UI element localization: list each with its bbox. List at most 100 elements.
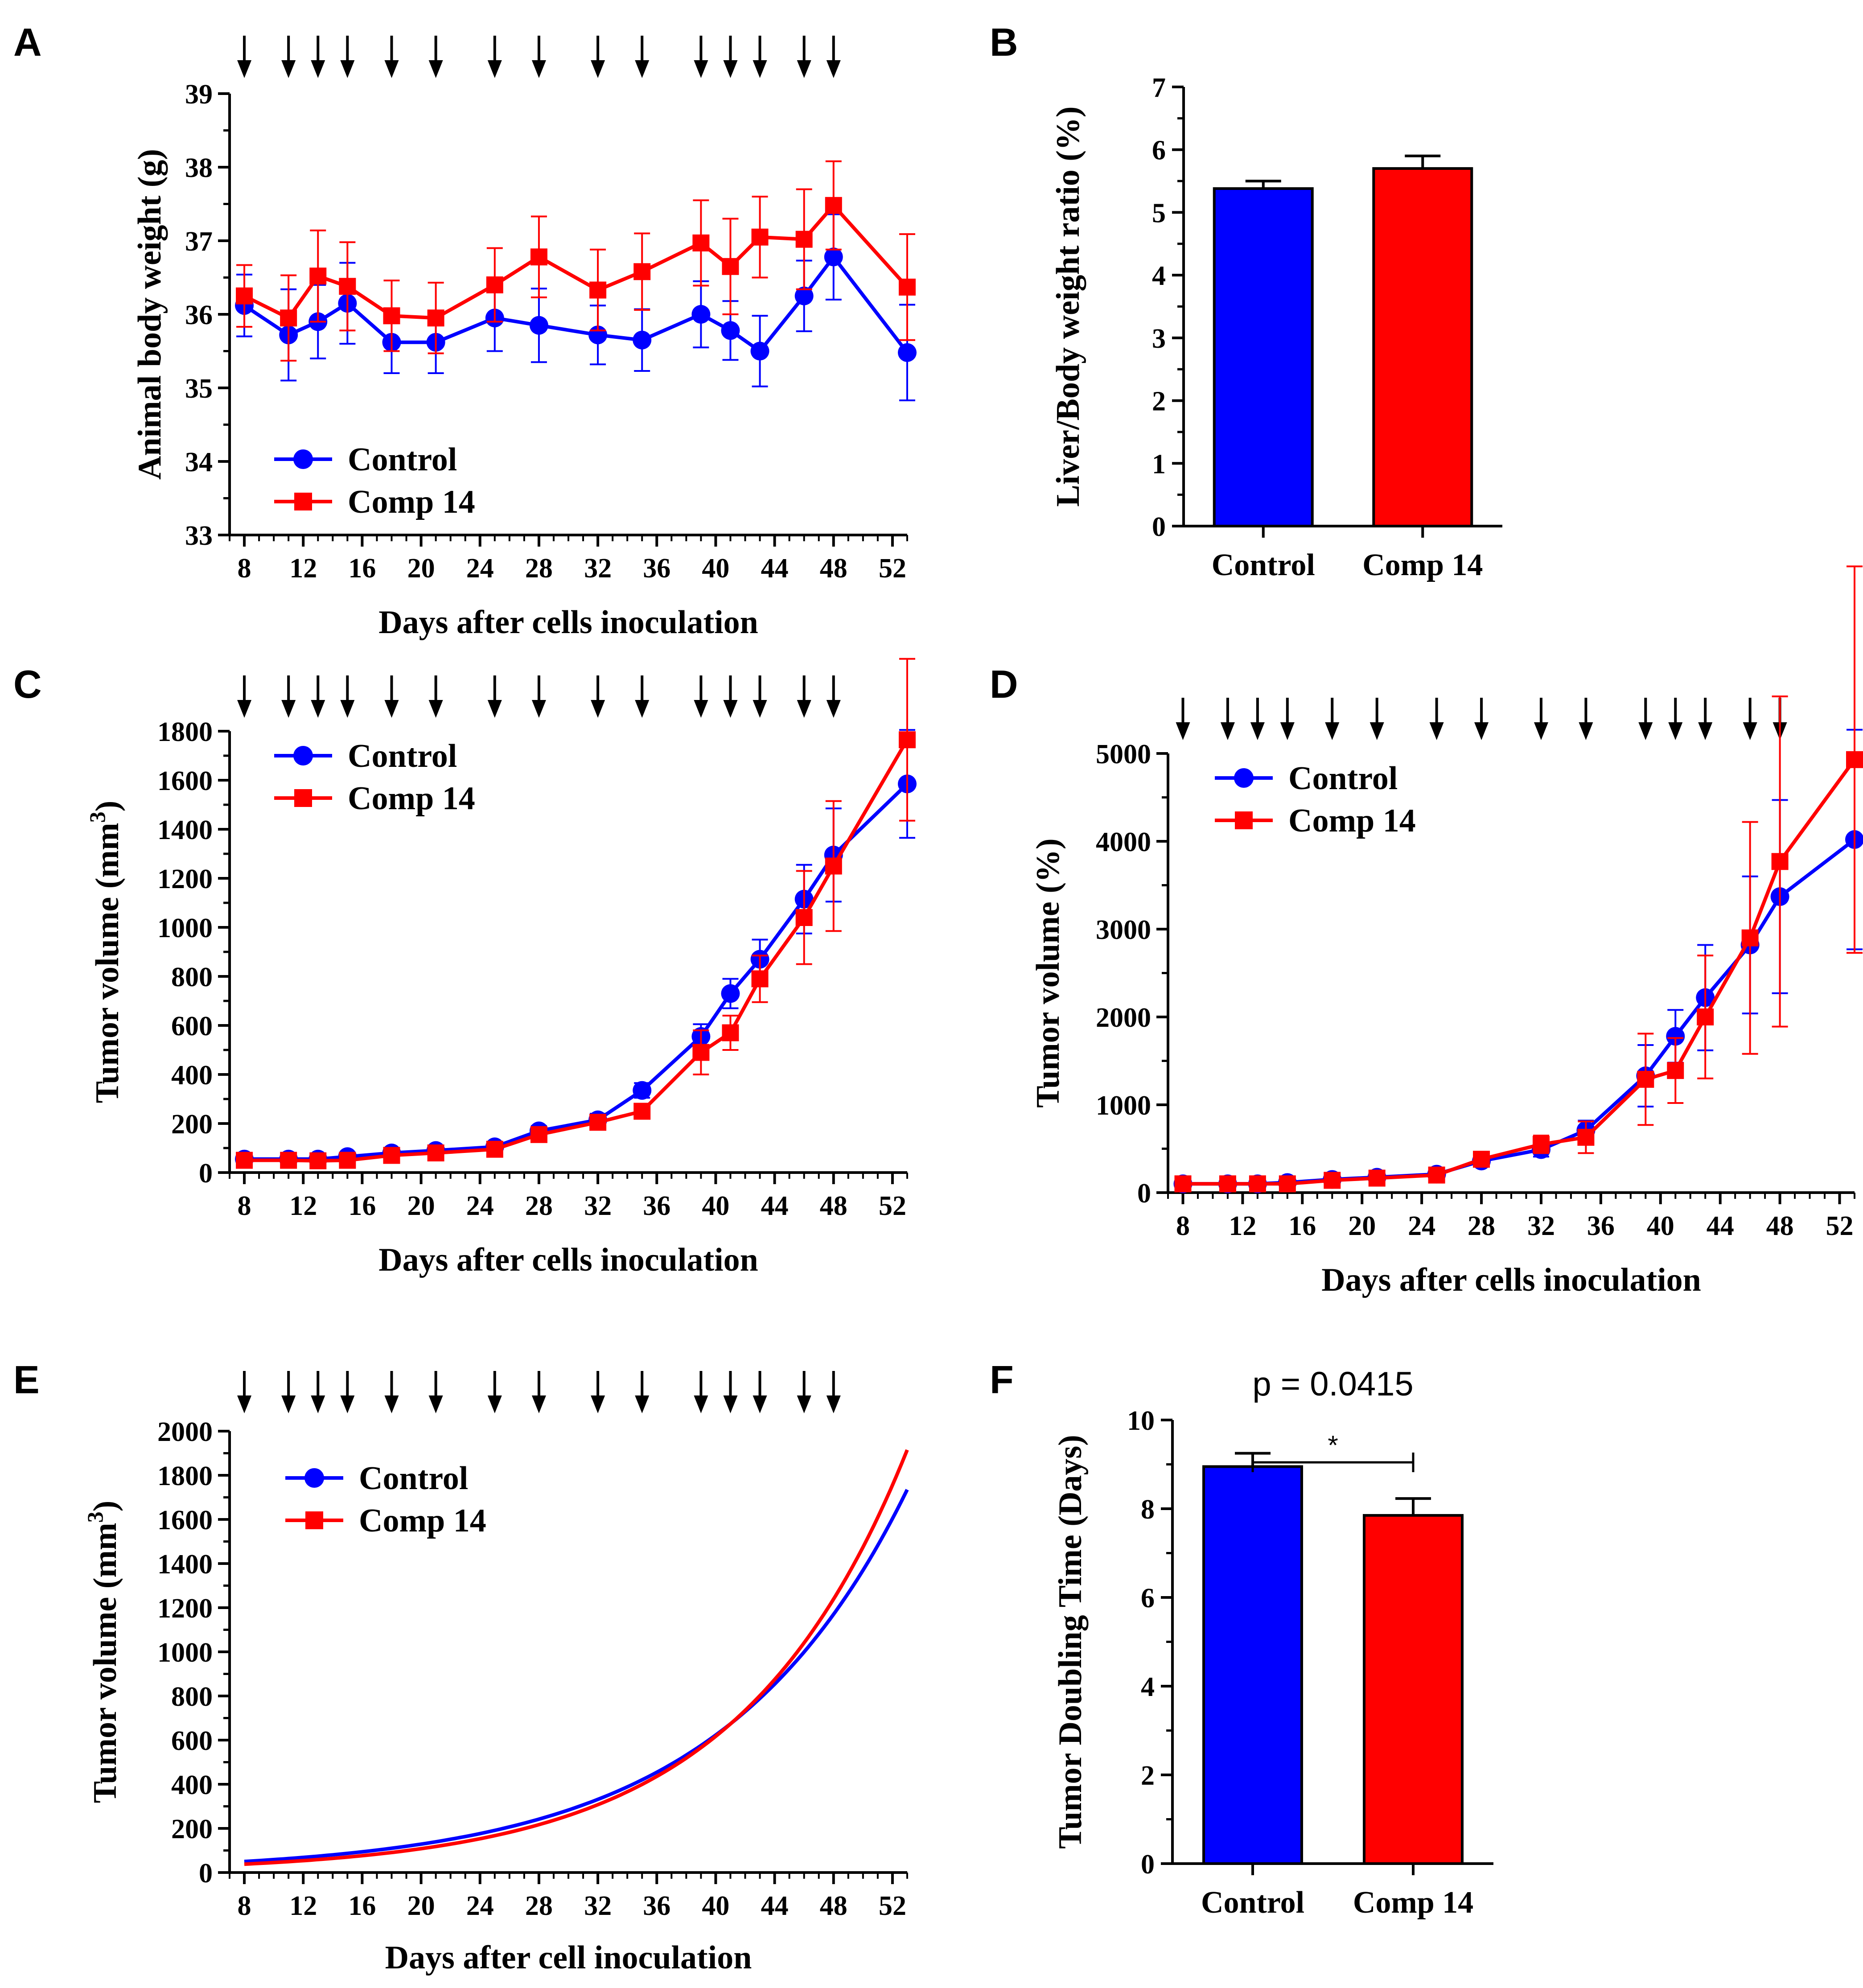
data-point-circle: [633, 330, 652, 350]
y-tick-label: 200: [171, 1109, 213, 1140]
data-point-square: [751, 228, 769, 246]
panel-f: F 0 2 4 6 8 10 Tumor Doubling Time (Days) Contro…: [990, 1358, 1493, 1920]
x-tick-label: 12: [289, 1191, 317, 1221]
data-point-square: [1428, 1166, 1445, 1184]
y-tick-label: 800: [171, 962, 213, 992]
dosing-arrow-head: [591, 60, 605, 78]
x-tick-label: 8: [1176, 1211, 1190, 1241]
series-line-comp-14: [1183, 758, 1856, 1186]
data-point-circle: [721, 984, 740, 1003]
data-point-square: [1846, 751, 1863, 768]
x-tick-label: 16: [348, 1891, 376, 1921]
dosing-arrow-head: [1220, 722, 1235, 740]
data-point-circle: [1666, 1027, 1685, 1046]
dosing-arrow-head: [591, 700, 605, 718]
dosing-arrow-head: [753, 700, 767, 718]
y-tick-label: 3000: [1096, 915, 1151, 945]
data-point-square: [339, 278, 356, 295]
data-point-square: [722, 1024, 739, 1041]
legend-entry-comp-14: Comp 14: [1288, 803, 1416, 839]
dosing-arrow-head: [1429, 722, 1444, 740]
x-tick-label: 52: [1826, 1211, 1854, 1241]
y-axis-label-text: Liver/Body weight ratio (%): [1050, 106, 1086, 506]
dosing-arrow-head: [591, 1395, 605, 1413]
data-point-square: [383, 1147, 400, 1164]
y-tick-label: 36: [185, 300, 213, 330]
data-point-square: [280, 309, 297, 327]
data-point-square: [309, 1152, 327, 1169]
bar-control: [1213, 187, 1314, 527]
y-tick-label: 1400: [157, 1549, 213, 1580]
dosing-arrow-head: [487, 700, 502, 718]
dosing-arrow-head: [694, 700, 708, 718]
data-point-square: [427, 1144, 444, 1161]
y-tick-label: 10: [1127, 1406, 1155, 1436]
data-point-circle: [824, 247, 843, 267]
y-tick-label: 1600: [157, 766, 213, 796]
data-point-square: [1741, 929, 1759, 947]
data-point-square: [1249, 1175, 1266, 1193]
dosing-arrow-head: [281, 700, 296, 718]
panel-label: F: [990, 1358, 1014, 1402]
dosing-arrow-head: [384, 1395, 399, 1413]
data-point-square: [1532, 1136, 1550, 1153]
fit-curve-comp-14: [244, 1449, 909, 1866]
y-tick-label: 600: [171, 1011, 213, 1041]
panel-b: B 0 1 2 3 4 5 6 7 Liver/Body weight ratio (%) Cont…: [990, 20, 1502, 582]
dosing-arrow-head: [531, 700, 546, 718]
legend-entry-control: Control: [1288, 760, 1398, 797]
x-tick-label: 40: [1647, 1211, 1674, 1241]
x-tick-label: 20: [1348, 1211, 1376, 1241]
x-tick-label: 48: [820, 1191, 847, 1221]
y-tick-label: 2: [1141, 1761, 1155, 1791]
y-tick-label: 0: [199, 1858, 213, 1889]
dosing-arrow-head: [1698, 722, 1713, 740]
dosing-arrow-head: [797, 1395, 811, 1413]
dosing-arrow-head: [531, 1395, 546, 1413]
x-tick-label: 32: [584, 1191, 612, 1221]
dosing-arrow-head: [694, 1395, 708, 1413]
data-point-square: [1577, 1128, 1595, 1146]
series-comp-14: [236, 658, 916, 1169]
legend-entry-comp-14: Comp 14: [359, 1502, 486, 1539]
y-axis-label: Tumor volume (mm3): [85, 801, 126, 1103]
dosing-arrow-head: [384, 700, 399, 718]
dosing-arrow-head: [723, 1395, 738, 1413]
data-point-square: [1368, 1169, 1386, 1187]
panel-label: C: [13, 662, 42, 706]
y-tick-label: 35: [185, 374, 213, 404]
data-point-square: [309, 268, 327, 285]
data-point-square: [795, 909, 813, 926]
x-tick-label: 12: [289, 1891, 317, 1921]
y-tick-label: 1: [1152, 449, 1166, 479]
dosing-arrow-head: [635, 60, 650, 78]
dosing-arrow-head: [340, 60, 355, 78]
y-axis-label-text: Tumor volume (mm: [89, 823, 126, 1103]
dosing-arrow-head: [487, 60, 502, 78]
series-control: [235, 213, 917, 402]
y-axis-label-text: Animal body weight (g): [132, 149, 168, 480]
data-point-square: [236, 287, 253, 305]
y-tick-label: 2: [1152, 387, 1166, 417]
panel-e: E 0 200 400 600 800 1000 1200 1400 1600 1800 2000 8 1…: [13, 1358, 909, 1976]
dosing-arrow-head: [531, 60, 546, 78]
y-tick-label: 3: [1152, 324, 1166, 354]
y-axis-label-text: Tumor volume (mm: [87, 1523, 123, 1803]
p-value-label: p = 0.0415: [1252, 1365, 1413, 1403]
y-tick-label: 1400: [157, 815, 213, 845]
y-axis-label: Tumor volume (%): [1030, 838, 1066, 1107]
x-tick-label: 44: [761, 1891, 789, 1921]
y-tick-label: 8: [1141, 1494, 1155, 1525]
x-tick-label: 44: [1707, 1211, 1734, 1241]
dosing-arrow-head: [237, 60, 252, 78]
x-tick-label: 44: [761, 553, 789, 584]
data-point-square: [1637, 1070, 1654, 1088]
dosing-arrow-head: [1250, 722, 1265, 740]
y-axis-label-close: ): [89, 801, 126, 812]
x-tick-label: 20: [407, 553, 435, 584]
x-tick-label: 28: [525, 553, 553, 584]
panel-c: C 0 200 400 600 800 1000 1200 1400 1600 1800 8 12 16 2…: [13, 658, 917, 1278]
y-axis-label-text: Tumor Doubling Time (Days): [1052, 1435, 1089, 1849]
y-axis-label-close: ): [87, 1501, 123, 1512]
x-tick-label: 12: [289, 553, 317, 584]
